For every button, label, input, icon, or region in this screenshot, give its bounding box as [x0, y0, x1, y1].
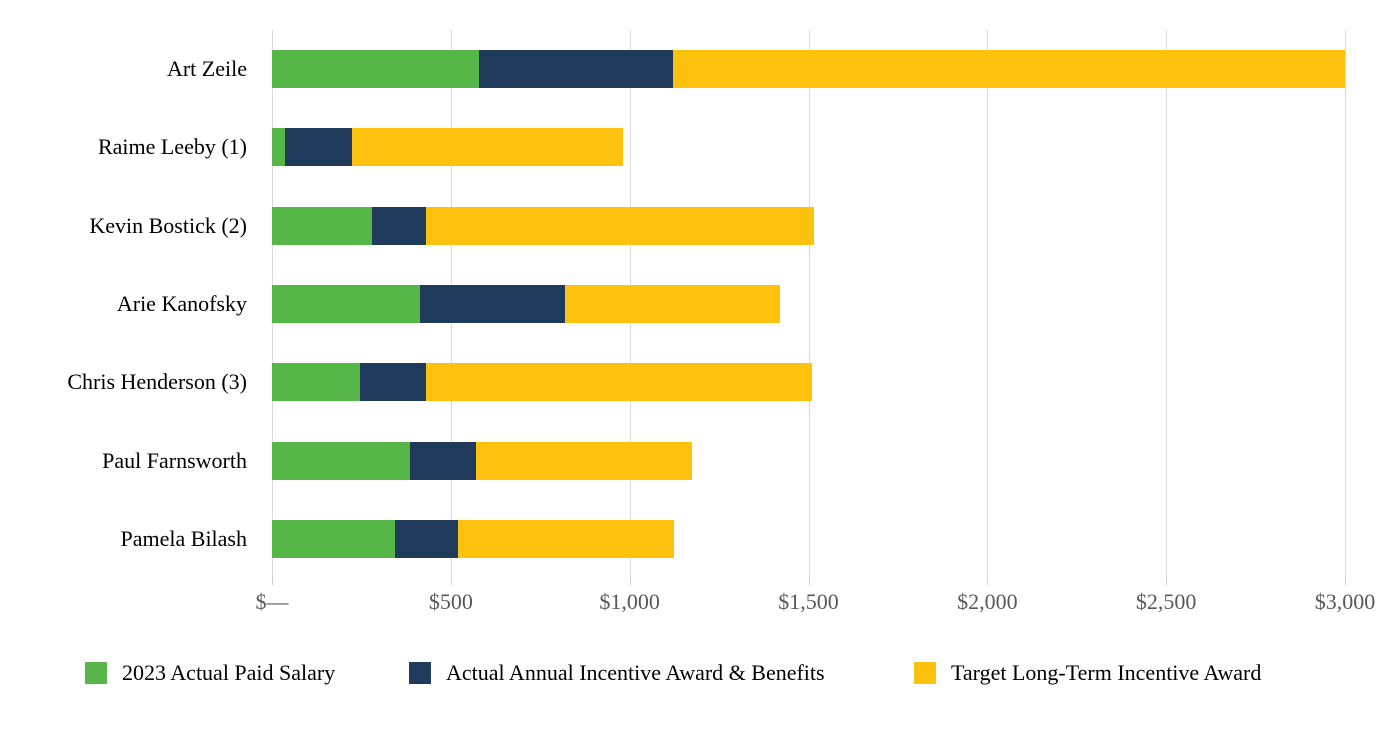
legend-item: Target Long-Term Incentive Award — [914, 660, 1261, 686]
bar-segment — [479, 50, 673, 89]
x-axis-tick-label: $2,500 — [1135, 589, 1197, 614]
gridline — [808, 30, 810, 578]
bar-segment — [352, 128, 623, 167]
stacked-bar — [272, 128, 1345, 167]
axis-tick — [272, 578, 273, 585]
gridline — [1345, 30, 1346, 578]
axis-tick — [629, 578, 631, 585]
legend: 2023 Actual Paid Salary Actual Annual Inc… — [0, 660, 1382, 690]
category-label: Kevin Bostick (2) — [89, 212, 247, 238]
stacked-bar — [272, 206, 1345, 245]
bar-segment — [272, 441, 410, 480]
bar-segment — [425, 206, 814, 245]
bar-segment — [359, 363, 426, 402]
category-label: Chris Henderson (3) — [67, 369, 247, 395]
category-label: Paul Farnsworth — [102, 447, 247, 473]
plot-area: $— $500 $1,000 $1,500 $2,000 $2,500 $3,000 — [256, 30, 1375, 614]
bar-segment — [372, 206, 426, 245]
legend-item: 2023 Actual Paid Salary — [85, 660, 335, 686]
bar-segment — [395, 519, 458, 558]
bar-segment — [272, 128, 285, 167]
bar-row — [272, 500, 1345, 578]
bar-segment — [284, 128, 353, 167]
legend-label: Target Long-Term Incentive Award — [951, 660, 1262, 685]
category-label: Pamela Bilash — [120, 525, 247, 551]
bar-segment — [272, 363, 360, 402]
gridline — [987, 30, 989, 578]
legend-swatch-icon — [409, 662, 431, 684]
axis-tick — [808, 578, 810, 585]
axis-tick — [987, 578, 989, 585]
x-axis-tick-label: $3,000 — [1314, 589, 1376, 614]
bar-row — [272, 343, 1345, 421]
bar-row — [272, 421, 1345, 499]
bar-segment — [272, 206, 373, 245]
axis-tick — [1345, 578, 1346, 585]
bar-row — [272, 187, 1345, 265]
legend-label: 2023 Actual Paid Salary — [122, 660, 336, 685]
gridline — [1166, 30, 1168, 578]
category-axis: Art Zeile Raime Leeby (1) Kevin Bostick (2… — [0, 30, 247, 578]
stacked-bar — [272, 50, 1345, 89]
bar-row — [272, 30, 1345, 108]
category-label: Art Zeile — [166, 56, 247, 82]
bar-segment — [565, 284, 780, 323]
axis-tick — [1166, 578, 1168, 585]
bar-segment — [409, 441, 476, 480]
bar-rows — [272, 30, 1345, 578]
bar-segment — [272, 519, 396, 558]
bar-segment — [475, 441, 693, 480]
legend-swatch-icon — [85, 662, 107, 684]
bar-segment — [672, 50, 1345, 89]
stacked-bar — [272, 363, 1345, 402]
legend-item: Actual Annual Incentive Award & Benefits — [409, 660, 825, 686]
bar-segment — [272, 284, 421, 323]
x-axis-tick-label: $500 — [428, 589, 473, 614]
bar-segment — [420, 284, 566, 323]
bar-segment — [272, 50, 480, 89]
bar-segment — [457, 519, 675, 558]
stacked-bar — [272, 441, 1345, 480]
x-axis-tick-label: $1,000 — [599, 589, 660, 614]
legend-label: Actual Annual Incentive Award & Benefits — [446, 660, 825, 685]
legend-swatch-icon — [914, 662, 936, 684]
bar-segment — [425, 363, 813, 402]
x-axis-tick-label: $— — [255, 589, 289, 614]
bar-row — [272, 265, 1345, 343]
category-label: Raime Leeby (1) — [97, 134, 247, 160]
stacked-bar — [272, 284, 1345, 323]
category-label: Arie Kanofsky — [116, 290, 247, 316]
bar-row — [272, 108, 1345, 186]
stacked-bar — [272, 519, 1345, 558]
axis-tick — [450, 578, 452, 585]
x-axis-tick-label: $1,500 — [778, 589, 839, 614]
x-axis-tick-label: $2,000 — [957, 589, 1018, 614]
